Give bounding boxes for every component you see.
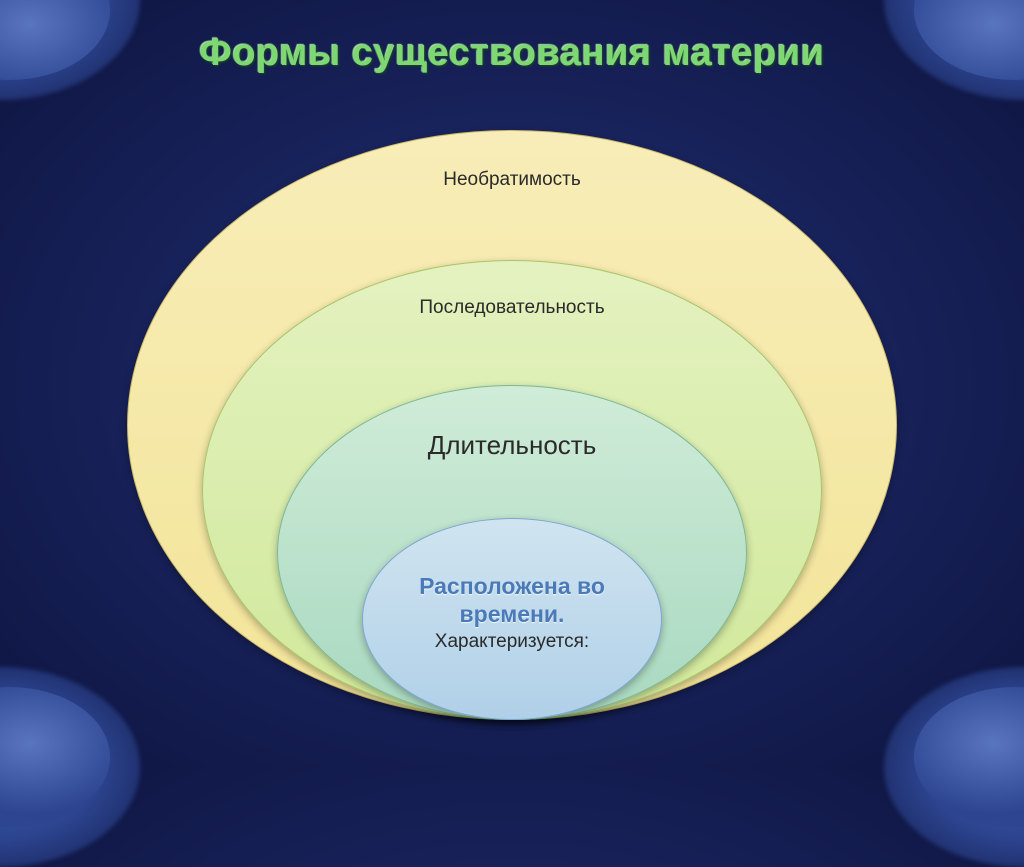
page-title: Формы существования материи bbox=[0, 32, 1024, 75]
ellipse-label: Последовательность bbox=[419, 297, 604, 319]
ellipse-label-primary: Расположена во времени. bbox=[402, 573, 622, 628]
ellipse-label-secondary: Характеризуется: bbox=[435, 631, 589, 653]
ellipse-inner: Расположена во времени. Характеризуется: bbox=[362, 518, 662, 720]
ellipse-label: Необратимость bbox=[443, 169, 581, 191]
ellipse-label: Длительность bbox=[428, 430, 597, 461]
